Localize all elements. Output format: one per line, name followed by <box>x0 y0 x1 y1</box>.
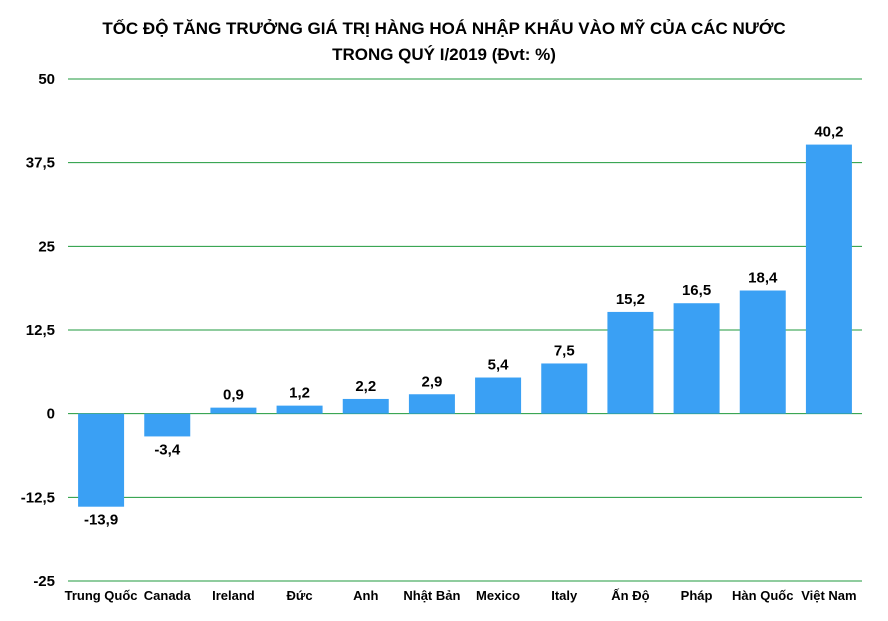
y-tick-label: 37,5 <box>26 155 55 172</box>
x-tick-label: Trung Quốc <box>65 588 138 603</box>
data-label: 7,5 <box>554 342 575 359</box>
data-label: 15,2 <box>616 291 645 308</box>
chart-title: TỐC ĐỘ TĂNG TRƯỞNG GIÁ TRỊ HÀNG HOÁ NHẬP… <box>0 16 888 68</box>
data-label: 18,4 <box>748 270 778 287</box>
x-tick-label: Anh <box>353 588 378 603</box>
data-label: 2,2 <box>355 378 376 395</box>
bar <box>541 363 588 414</box>
x-tick-label: Canada <box>144 588 192 603</box>
y-tick-label: 50 <box>38 71 55 88</box>
x-tick-label: Italy <box>551 588 578 603</box>
x-tick-label: Pháp <box>681 588 713 603</box>
bar <box>78 413 125 507</box>
bar <box>607 311 654 414</box>
bar <box>739 290 786 414</box>
data-label: 1,2 <box>289 385 310 402</box>
bar <box>276 405 323 414</box>
data-label: 40,2 <box>814 124 843 141</box>
data-label: 5,4 <box>488 357 510 374</box>
x-tick-label: Ireland <box>212 588 255 603</box>
chart-title-line2: TRONG QUÝ I/2019 (Đvt: %) <box>332 45 556 64</box>
bar <box>673 303 720 414</box>
data-label: 16,5 <box>682 282 711 299</box>
y-tick-label: -12,5 <box>21 489 55 506</box>
bar <box>210 407 257 414</box>
y-tick-label: -25 <box>33 573 55 590</box>
bar <box>342 398 389 414</box>
x-tick-label: Ấn Độ <box>611 588 649 603</box>
x-tick-label: Mexico <box>476 588 520 603</box>
data-label: 0,9 <box>223 387 244 404</box>
bar <box>475 377 522 414</box>
bar <box>408 394 455 414</box>
bar <box>805 144 852 414</box>
data-label: 2,9 <box>421 373 442 390</box>
data-label: -13,9 <box>84 512 118 529</box>
y-tick-label: 12,5 <box>26 322 55 339</box>
x-tick-label: Đức <box>287 588 313 603</box>
x-tick-label: Hàn Quốc <box>732 588 793 603</box>
chart-title-line1: TỐC ĐỘ TĂNG TRƯỞNG GIÁ TRỊ HÀNG HOÁ NHẬP… <box>102 19 786 38</box>
y-tick-label: 25 <box>38 238 55 255</box>
y-tick-label: 0 <box>47 406 55 423</box>
x-tick-label: Việt Nam <box>801 588 856 603</box>
bar <box>144 413 191 437</box>
x-tick-label: Nhật Bản <box>403 588 460 603</box>
data-label: -3,4 <box>154 441 181 458</box>
